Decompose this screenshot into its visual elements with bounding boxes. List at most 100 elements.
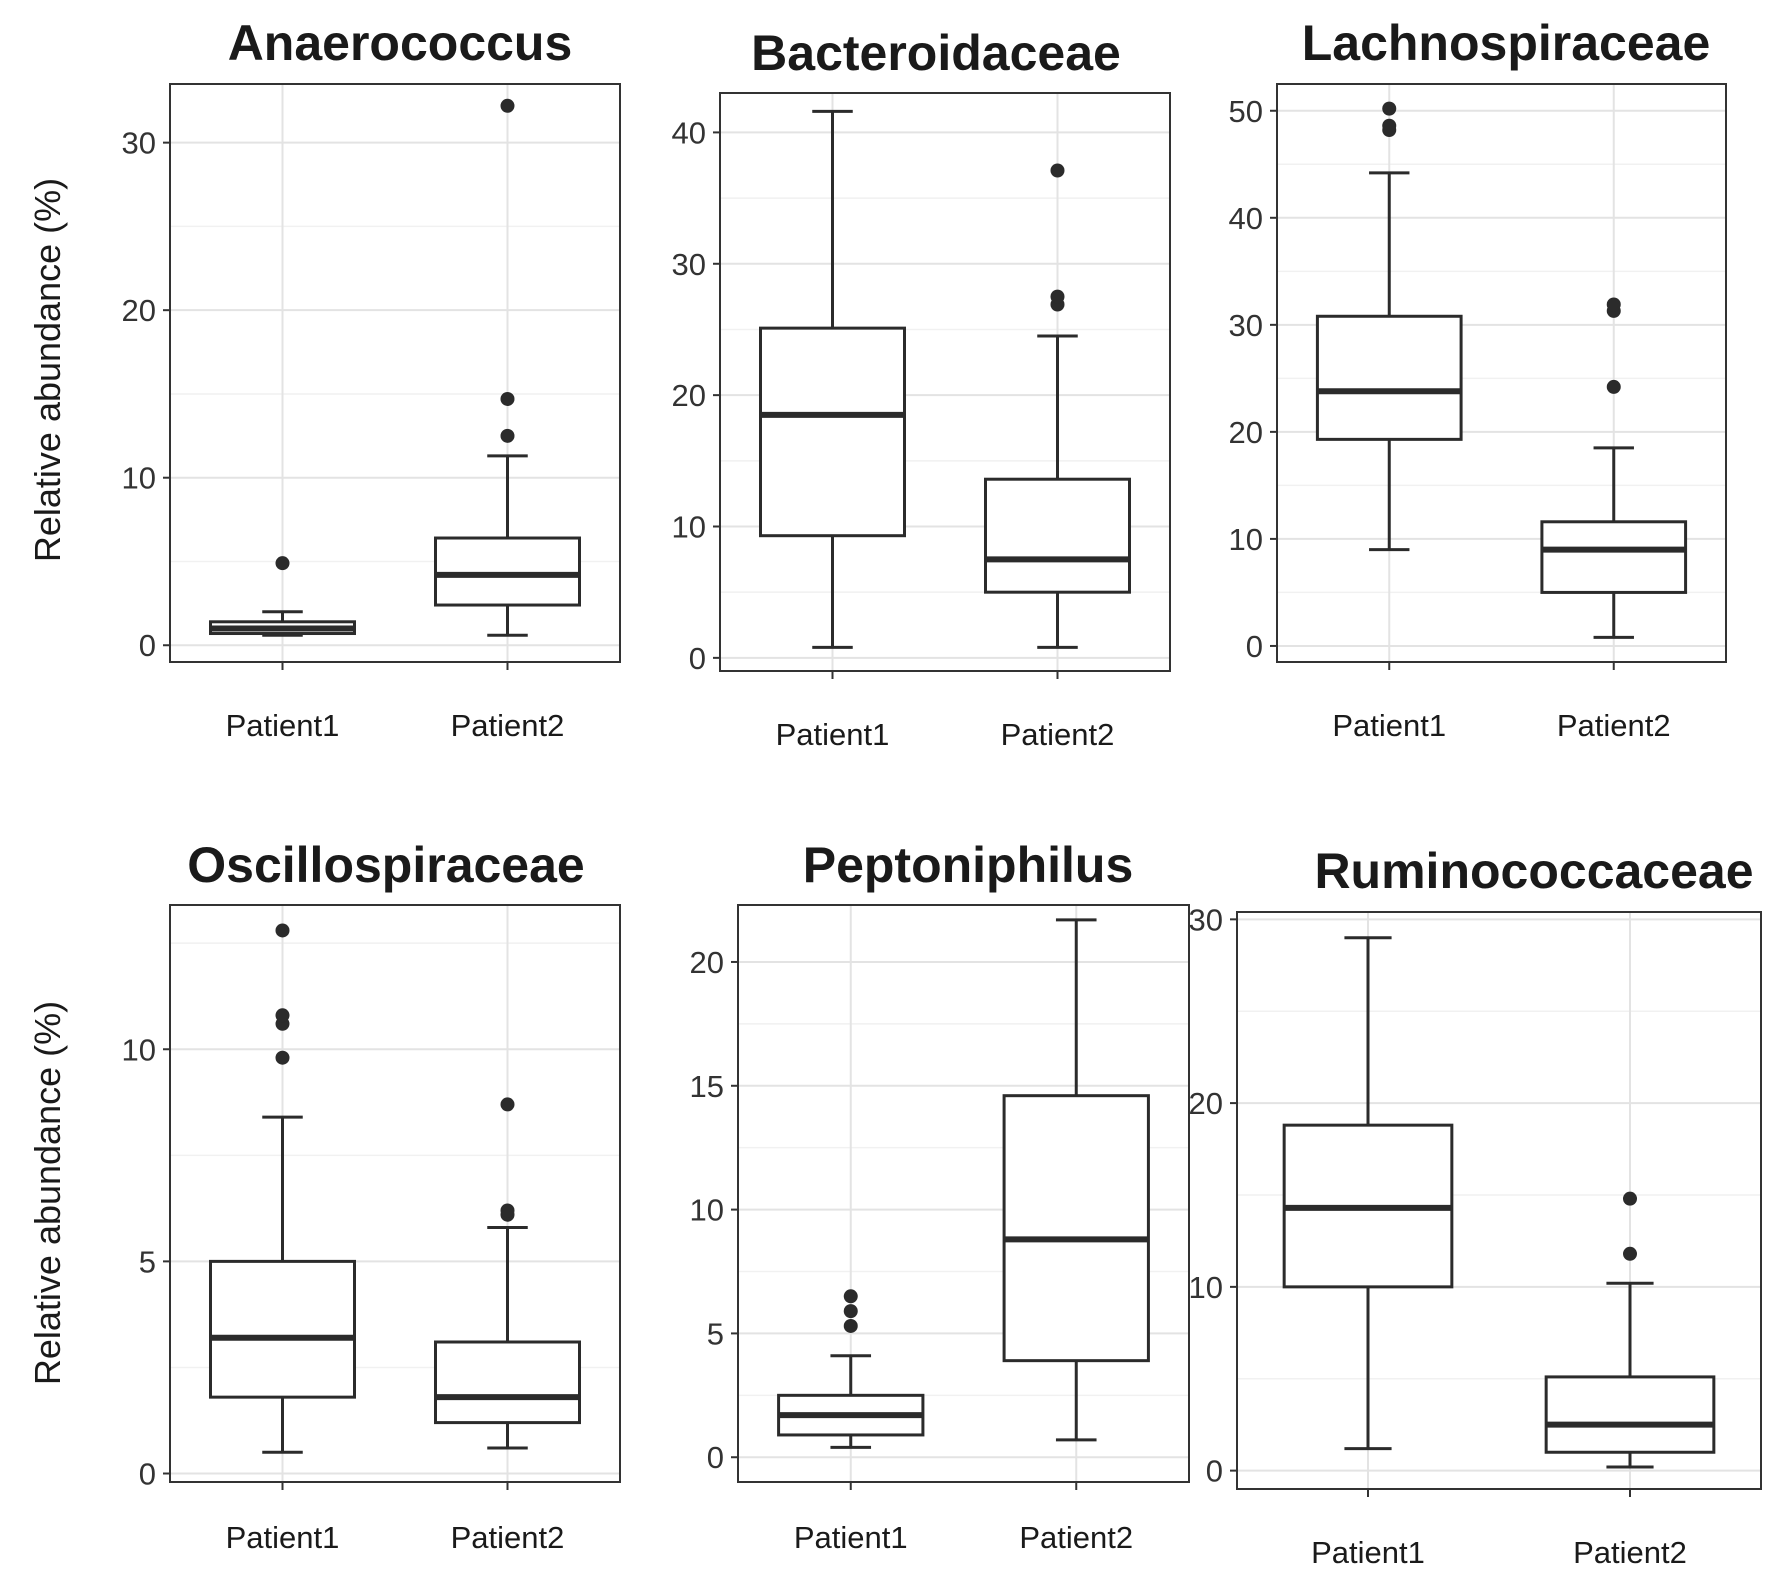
panel-lachnospiraceae: Lachnospiraceae 0 10 20 30 40 50 Patient1 Patien…: [1229, 15, 1727, 743]
box-patient2: [434, 98, 581, 637]
y-tick-label: 50: [1229, 94, 1263, 129]
interquartile-box: [434, 1340, 581, 1425]
y-tick-label: 10: [1229, 522, 1263, 557]
box-patient2: [434, 1097, 581, 1450]
y-tick-label: 20: [690, 945, 724, 980]
y-tick-label: 30: [122, 126, 156, 161]
x-tick-label-patient2: Patient2: [1019, 1520, 1133, 1555]
y-tick-label: 5: [139, 1244, 156, 1279]
outlier-point: [1050, 289, 1065, 304]
x-tick-label-patient1: Patient1: [776, 717, 890, 752]
outlier-point: [1382, 118, 1397, 133]
box-patient1: [777, 1289, 925, 1449]
y-tick-label: 0: [1206, 1454, 1223, 1489]
outlier-point: [275, 1008, 290, 1023]
outlier-point: [1623, 1246, 1637, 1261]
x-tick-label-patient2: Patient2: [1001, 717, 1115, 752]
y-tick-label: 10: [690, 1193, 724, 1228]
panel-frame: [1276, 83, 1727, 663]
y-tick-label: 40: [1229, 201, 1263, 236]
panel-title: Bacteroidaceae: [751, 25, 1121, 81]
outlier-point: [500, 391, 515, 406]
y-axis-label-top-row: Relative abundance (%): [27, 178, 68, 562]
y-tick-label: 5: [707, 1316, 724, 1351]
y-axis-label-bottom-row: Relative abundance (%): [27, 1001, 68, 1385]
x-tick-label-patient1: Patient1: [226, 708, 340, 743]
y-tick-label: 15: [690, 1069, 724, 1104]
box-patient1: [1282, 936, 1454, 1451]
y-tick-label: 0: [707, 1440, 724, 1475]
panel-anaerococcus: Anaerococcus 0 10 20 30 Patient1 Patient2: [122, 15, 621, 743]
outlier-point: [500, 1097, 515, 1112]
y-tick-label: 0: [689, 641, 706, 676]
x-tick-label-patient1: Patient1: [794, 1520, 908, 1555]
outlier-point: [500, 428, 515, 443]
panel-frame: [737, 904, 1190, 1483]
panel-title: Peptoniphilus: [803, 837, 1134, 893]
x-tick-label-patient1: Patient1: [1311, 1535, 1425, 1570]
outlier-point: [500, 98, 515, 113]
box-patient1: [209, 556, 356, 637]
outlier-point: [843, 1304, 858, 1319]
box-patient1: [209, 923, 356, 1454]
box-patient2: [1544, 1191, 1716, 1469]
outlier-point: [1382, 101, 1397, 116]
outlier-point: [1606, 379, 1621, 394]
interquartile-box: [1002, 1094, 1150, 1363]
panel-frame: [719, 92, 1171, 672]
outlier-point: [275, 923, 290, 938]
outlier-point: [275, 556, 290, 571]
outlier-point: [1606, 297, 1621, 312]
y-tick-label: 20: [672, 378, 706, 413]
y-tick-label: 20: [122, 293, 156, 328]
outlier-point: [843, 1318, 858, 1333]
box-patient2: [984, 163, 1131, 649]
outlier-point: [1623, 1191, 1637, 1206]
panel-title: Anaerococcus: [228, 15, 573, 71]
outlier-point: [1050, 163, 1065, 178]
outlier-point: [275, 1050, 290, 1065]
panel-bacteroidaceae: Bacteroidaceae 0 10 20 30 40 Patient1 Patient2: [672, 25, 1171, 752]
y-tick-label: 20: [1229, 415, 1263, 450]
x-tick-label-patient2: Patient2: [451, 1520, 565, 1555]
panel-frame: [169, 83, 621, 663]
interquartile-box: [209, 1259, 356, 1399]
y-tick-label: 10: [1189, 1270, 1223, 1305]
panel-peptoniphilus: Peptoniphilus 0 5 10 15 20 Patient1 Patient2: [690, 837, 1190, 1555]
y-tick-label: 10: [122, 1032, 156, 1067]
interquartile-box: [984, 477, 1131, 594]
panel-oscillospiraceae: Oscillospiraceae 0 5 10 Patient1 Patient2: [122, 837, 621, 1555]
box-patient2: [1540, 297, 1688, 639]
y-tick-label: 30: [1229, 308, 1263, 343]
x-tick-label-patient1: Patient1: [1332, 708, 1446, 743]
y-tick-label: 40: [672, 115, 706, 150]
box-patient1: [1315, 101, 1463, 552]
x-tick-label-patient1: Patient1: [226, 1520, 340, 1555]
interquartile-box: [759, 326, 906, 538]
outlier-point: [843, 1289, 858, 1304]
panel-title: Lachnospiraceae: [1302, 15, 1711, 71]
y-tick-label: 30: [672, 247, 706, 282]
x-tick-label-patient2: Patient2: [1557, 708, 1671, 743]
panel-title: Oscillospiraceae: [187, 837, 584, 893]
interquartile-box: [1315, 314, 1463, 441]
y-tick-label: 10: [122, 461, 156, 496]
panel-ruminococcaceae: Ruminococcaceae 0 10 20 30 Patient1 Patient2: [1189, 843, 1762, 1570]
y-tick-label: 20: [1189, 1086, 1223, 1121]
panel-frame: [1236, 911, 1762, 1490]
y-tick-label: 0: [139, 628, 156, 663]
y-tick-label: 0: [139, 1457, 156, 1492]
y-tick-label: 0: [1246, 629, 1263, 664]
interquartile-box: [434, 536, 581, 607]
interquartile-box: [1544, 1375, 1716, 1454]
box-patient2: [1002, 918, 1150, 1442]
x-tick-label-patient2: Patient2: [451, 708, 565, 743]
x-tick-label-patient2: Patient2: [1573, 1535, 1687, 1570]
y-tick-label: 30: [1189, 902, 1223, 937]
panel-frame: [169, 904, 621, 1483]
y-tick-label: 10: [672, 510, 706, 545]
outlier-point: [500, 1203, 515, 1218]
panel-title: Ruminococcaceae: [1314, 843, 1753, 899]
box-patient1: [759, 109, 906, 649]
interquartile-box: [1540, 520, 1688, 594]
